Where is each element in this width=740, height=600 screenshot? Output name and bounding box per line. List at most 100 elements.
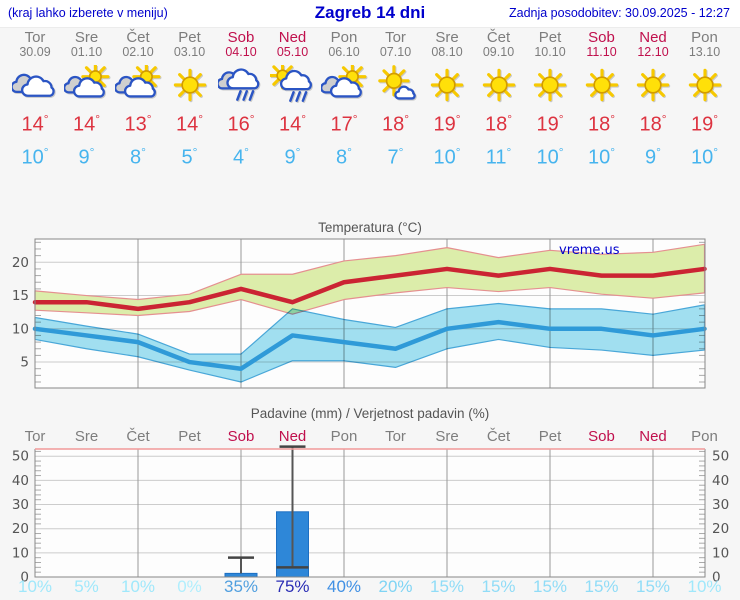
precip-probability-value: 15% <box>429 577 465 596</box>
weather-icon-cell <box>473 65 525 105</box>
day-date-label: 11.10 <box>586 45 617 59</box>
precip-probability-value: 15% <box>584 577 619 596</box>
max-temp-value: 14° <box>278 112 307 136</box>
precip-day-label: Čet <box>126 428 150 445</box>
precip-day-label: Pon <box>691 428 718 445</box>
min-temp-value: 10° <box>690 144 719 169</box>
precip-day-label: Pet <box>178 428 201 445</box>
max-temp-value: 19° <box>536 112 564 136</box>
weather-icon-sunny <box>533 68 567 102</box>
weather-icon-cell <box>61 62 113 105</box>
weather-icon-partly-cloudy <box>114 62 161 98</box>
precip-day-label: Sob <box>227 428 255 445</box>
weather-icon-cell <box>627 65 679 105</box>
max-temp-value: 13° <box>124 112 152 136</box>
max-temp-value: 14° <box>72 112 101 136</box>
svg-text:5: 5 <box>20 355 29 371</box>
forecast-day-column: Sre 08.10 19° 10° <box>421 30 473 169</box>
precip-probability-value: 15% <box>481 577 516 596</box>
day-name-label: Sob <box>588 29 615 46</box>
svg-text:10: 10 <box>712 545 729 561</box>
min-temp-value: 11° <box>485 144 512 169</box>
precip-probability-value: 10% <box>17 577 53 596</box>
svg-text:0: 0 <box>712 570 721 586</box>
max-temp-value: 18° <box>484 112 513 136</box>
forecast-day-column: Čet 02.10 13° 8° <box>112 30 164 169</box>
weather-icon-cell <box>215 65 267 105</box>
max-temp-value: 14° <box>175 112 204 136</box>
precip-day-label: Ned <box>639 428 667 445</box>
min-temp-value: 10° <box>587 144 616 169</box>
day-name-label: Ned <box>278 29 307 46</box>
weather-icon-cell <box>421 65 473 105</box>
precip-probability-value: 10% <box>120 577 156 596</box>
day-date-label: 04.10 <box>225 45 257 59</box>
weather-icon-sun-rain <box>268 61 312 102</box>
menu-hint-text: (kraj lahko izberete v meniju) <box>8 6 168 20</box>
weather-icon-partly-cloudy <box>320 62 367 98</box>
day-name-label: Sre <box>74 29 99 46</box>
max-temp-value: 18° <box>381 112 410 136</box>
weather-icon-sunny <box>636 68 670 102</box>
precip-probability-value: 15% <box>635 577 671 596</box>
svg-text:20: 20 <box>12 255 29 271</box>
max-temp-value: 14° <box>21 112 49 136</box>
day-name-label: Sob <box>227 29 255 46</box>
precip-probability-row: 10% 5% 10% 0% 35% 75% 40% 20% 15% 15% 15% 15% 15% 10% <box>0 577 740 599</box>
precip-probability-value: 0% <box>177 577 202 596</box>
top-header-bar: (kraj lahko izberete v meniju) Zagreb 14… <box>0 0 740 28</box>
vreme-us-watermark[interactable]: vreme.us <box>559 243 620 258</box>
svg-text:40: 40 <box>712 473 729 489</box>
max-temp-value: 17° <box>330 112 358 136</box>
max-temp-value: 16° <box>227 112 255 136</box>
max-temp-value: 19° <box>433 112 461 136</box>
precipitation-chart: 0 0 10 10 20 20 30 30 40 40 50 50 <box>12 445 729 586</box>
weather-icon-sunny <box>482 68 515 102</box>
max-temp-value: 18° <box>587 112 616 136</box>
svg-text:10: 10 <box>12 321 29 337</box>
min-temp-value: 9° <box>78 144 95 169</box>
weather-icon-sunny <box>688 68 721 102</box>
day-name-label: Tor <box>24 29 46 46</box>
temperature-chart: 5 10 15 20 vreme.us <box>12 238 707 389</box>
min-temp-value: 10° <box>433 144 461 169</box>
temp-chart-title: Temperatura (°C) <box>318 220 422 235</box>
min-temp-value: 5° <box>181 144 198 169</box>
page-title: Zagreb 14 dni <box>314 3 426 22</box>
weather-icon-cell <box>524 65 576 105</box>
precip-day-label: Tor <box>24 428 46 445</box>
precip-day-label: Ned <box>278 428 307 445</box>
svg-text:20: 20 <box>12 521 29 537</box>
precip-day-label: Pet <box>538 428 562 445</box>
last-update-text: Zadnja posodobitev: 30.09.2025 - 12:27 <box>508 6 730 20</box>
precip-probability-value: 5% <box>74 577 99 596</box>
precip-probability-value: 20% <box>378 577 413 596</box>
day-name-label: Pon <box>330 29 358 46</box>
min-temp-value: 9° <box>284 144 301 169</box>
precip-day-label: Sob <box>588 428 615 445</box>
weather-icon-rain <box>216 68 260 101</box>
svg-text:40: 40 <box>12 473 29 489</box>
svg-text:30: 30 <box>712 497 729 513</box>
day-date-label: 06.10 <box>328 45 360 59</box>
forecast-day-column: Ned 05.10 14° 9° <box>267 30 319 169</box>
day-date-label: 05.10 <box>276 45 309 59</box>
day-name-label: Čet <box>486 29 511 46</box>
svg-text:50: 50 <box>712 449 729 465</box>
forecast-day-column: Pon 13.10 19° 10° <box>679 30 731 169</box>
precip-probability-value: 75% <box>275 577 310 596</box>
weather-icon-sunny <box>585 68 618 102</box>
svg-text:10: 10 <box>12 545 29 561</box>
weather-icon-cell <box>9 65 61 105</box>
weather-icon-sunny <box>173 68 206 102</box>
forecast-day-column: Sob 11.10 18° 10° <box>576 30 628 169</box>
day-date-label: 08.10 <box>431 45 463 59</box>
precip-day-label: Sre <box>74 428 99 445</box>
precip-day-label: Tor <box>385 428 406 445</box>
day-name-label: Sre <box>435 29 459 46</box>
precip-day-labels: Tor Sre Čet Pet Sob Ned Pon Tor Sre Čet Pet Sob Ned P… <box>0 428 740 446</box>
weather-icon-cell <box>318 62 370 105</box>
precip-day-label: Pon <box>330 428 358 445</box>
day-date-label: 13.10 <box>688 45 721 59</box>
precip-day-label: Sre <box>435 428 459 445</box>
